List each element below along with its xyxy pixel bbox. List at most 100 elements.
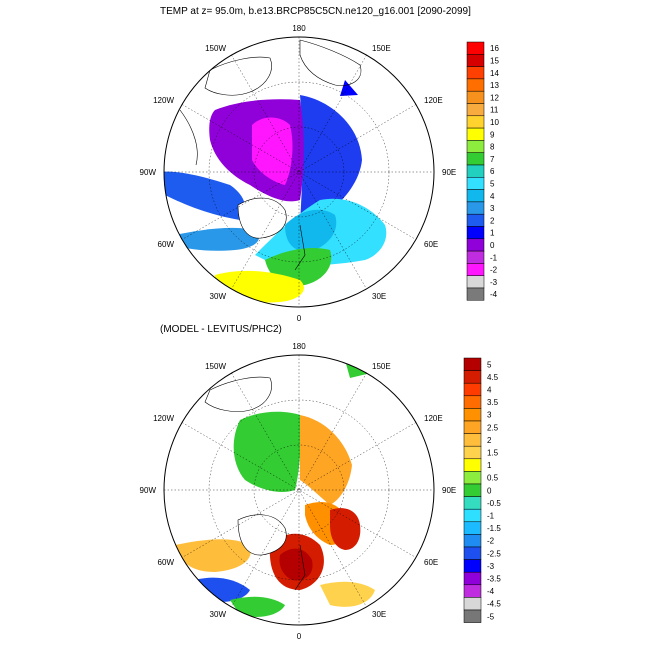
top-lon-label-3: 90E: [442, 168, 456, 177]
bottom-colorbar-label: -2: [487, 537, 495, 546]
bottom-colorbar-label: -2.5: [487, 549, 501, 558]
bottom-colorbar-label: 4.5: [487, 373, 499, 382]
top-colorbar-swatch: [466, 115, 485, 129]
top-colorbar-swatch: [466, 263, 485, 276]
top-colorbar-label: 2: [490, 216, 495, 225]
top-colorbar-label: 10: [490, 118, 499, 127]
top-title: TEMP at z= 95.0m, b.e13.BRCP85C5CN.ne120…: [160, 6, 471, 17]
top-colorbar-label: 9: [490, 130, 495, 139]
top-lon-label-9: 90W: [140, 168, 157, 177]
bottom-colorbar-swatch: [463, 584, 482, 598]
top-map: 180 150E 120E 90E 60E 30E 0 30W 60W 90W …: [140, 24, 457, 323]
bottom-colorbar-swatch: [463, 408, 482, 422]
bottom-colorbar-label: -3.5: [487, 575, 501, 584]
bottom-lon-label-10: 120W: [153, 414, 174, 423]
bottom-map: 180 150E 120E 90E 60E 30E 0 30W 60W 90W …: [140, 342, 457, 641]
bottom-colorbar-swatch: [463, 496, 482, 510]
top-colorbar-label: -4: [490, 290, 498, 299]
top-colorbar-swatch: [466, 90, 485, 104]
bottom-lon-label-0: 180: [292, 342, 306, 351]
top-lon-label-1: 150E: [372, 44, 391, 53]
top-colorbar-label: -3: [490, 278, 498, 287]
bottom-colorbar-label: 2.5: [487, 423, 499, 432]
bottom-colorbar-label: -4.5: [487, 600, 501, 609]
top-lon-label-6: 0: [297, 314, 302, 323]
bottom-lon-label-4: 60E: [424, 558, 438, 567]
bottom-lon-label-6: 0: [297, 632, 302, 641]
top-lon-label-0: 180: [292, 24, 306, 33]
top-colorbar-label: 7: [490, 155, 495, 164]
top-colorbar-swatch: [466, 201, 485, 215]
bottom-lon-label-5: 30E: [372, 610, 386, 619]
top-colorbar-swatch: [466, 140, 485, 153]
bottom-lon-label-3: 90E: [442, 486, 456, 495]
top-colorbar-label: 8: [490, 143, 495, 152]
bottom-lon-label-11: 150W: [205, 362, 226, 371]
top-colorbar-swatch: [466, 250, 485, 264]
bottom-colorbar-swatch: [463, 420, 482, 434]
bottom-lon-label-2: 120E: [424, 414, 443, 423]
bottom-colorbar-label: 2: [487, 436, 492, 445]
bottom-colorbar-swatch: [463, 458, 482, 472]
bottom-colorbar-swatch: [463, 471, 482, 485]
bottom-colorbar-swatch: [463, 433, 482, 447]
top-lon-label-11: 150W: [205, 44, 226, 53]
top-colorbar-swatch: [466, 275, 485, 289]
bottom-lon-label-9: 90W: [140, 486, 157, 495]
bottom-lon-label-8: 60W: [158, 558, 175, 567]
bottom-colorbar-swatch: [463, 483, 482, 497]
bottom-colorbar-label: 4: [487, 386, 492, 395]
bottom-colorbar-label: -0.5: [487, 499, 501, 508]
bottom-colorbar-swatch: [463, 521, 482, 535]
top-colorbar-swatch: [466, 287, 485, 301]
bottom-colorbar-swatch: [463, 382, 482, 397]
top-colorbar-swatch: [466, 103, 485, 117]
top-colorbar-swatch: [466, 152, 485, 166]
top-colorbar-label: 15: [490, 56, 499, 65]
top-colorbar-label: 14: [490, 69, 499, 78]
top-colorbar-swatch: [466, 226, 485, 240]
top-colorbar-label: 16: [490, 44, 499, 53]
top-colorbar-swatch: [466, 164, 485, 178]
bottom-colorbar: 5 4.5 4 3.5 3 2.5 2 1.5 1 0.5 0 -0.5 -1 -1.5 -2 -2.5 -3 -…: [463, 357, 501, 623]
top-colorbar-swatch: [466, 238, 485, 252]
top-colorbar-label: 11: [490, 106, 499, 115]
bottom-colorbar-label: -1.5: [487, 524, 501, 533]
bottom-colorbar-swatch: [463, 597, 482, 611]
bottom-colorbar-label: 1.5: [487, 449, 499, 458]
top-colorbar-label: 4: [490, 192, 495, 201]
bottom-title: (MODEL - LEVITUS/PHC2): [160, 324, 282, 335]
top-colorbar-label: 12: [490, 93, 499, 102]
top-lon-label-7: 30W: [210, 292, 227, 301]
top-colorbar-swatch: [466, 66, 485, 80]
top-lon-label-5: 30E: [372, 292, 386, 301]
bottom-colorbar-swatch: [463, 508, 482, 523]
bottom-colorbar-swatch: [463, 357, 482, 371]
bottom-colorbar-label: -4: [487, 587, 495, 596]
top-colorbar-label: -2: [490, 266, 498, 275]
top-colorbar-swatch: [466, 54, 485, 67]
bottom-colorbar-swatch: [463, 534, 482, 548]
top-colorbar-label: 6: [490, 167, 495, 176]
top-colorbar-label: -1: [490, 253, 498, 262]
top-colorbar-label: 13: [490, 81, 499, 90]
top-colorbar-label: 5: [490, 179, 495, 188]
top-colorbar-swatch: [466, 213, 485, 227]
bottom-colorbar-swatch: [463, 445, 482, 460]
bottom-colorbar-label: 0.5: [487, 474, 499, 483]
bottom-colorbar-label: 3: [487, 411, 492, 420]
top-colorbar-label: 3: [490, 204, 495, 213]
top-colorbar-swatch: [466, 78, 485, 92]
top-colorbar-label: 0: [490, 241, 495, 250]
bottom-lon-label-7: 30W: [210, 610, 227, 619]
bottom-colorbar-label: -1: [487, 512, 495, 521]
top-colorbar-swatch: [466, 189, 485, 203]
bottom-colorbar-swatch: [463, 609, 482, 623]
top-lon-label-4: 60E: [424, 240, 438, 249]
top-lon-label-2: 120E: [424, 96, 443, 105]
top-lon-label-8: 60W: [158, 240, 175, 249]
top-colorbar-swatch: [466, 127, 485, 141]
bottom-colorbar-swatch: [463, 395, 482, 409]
top-colorbar-swatch: [466, 177, 485, 190]
